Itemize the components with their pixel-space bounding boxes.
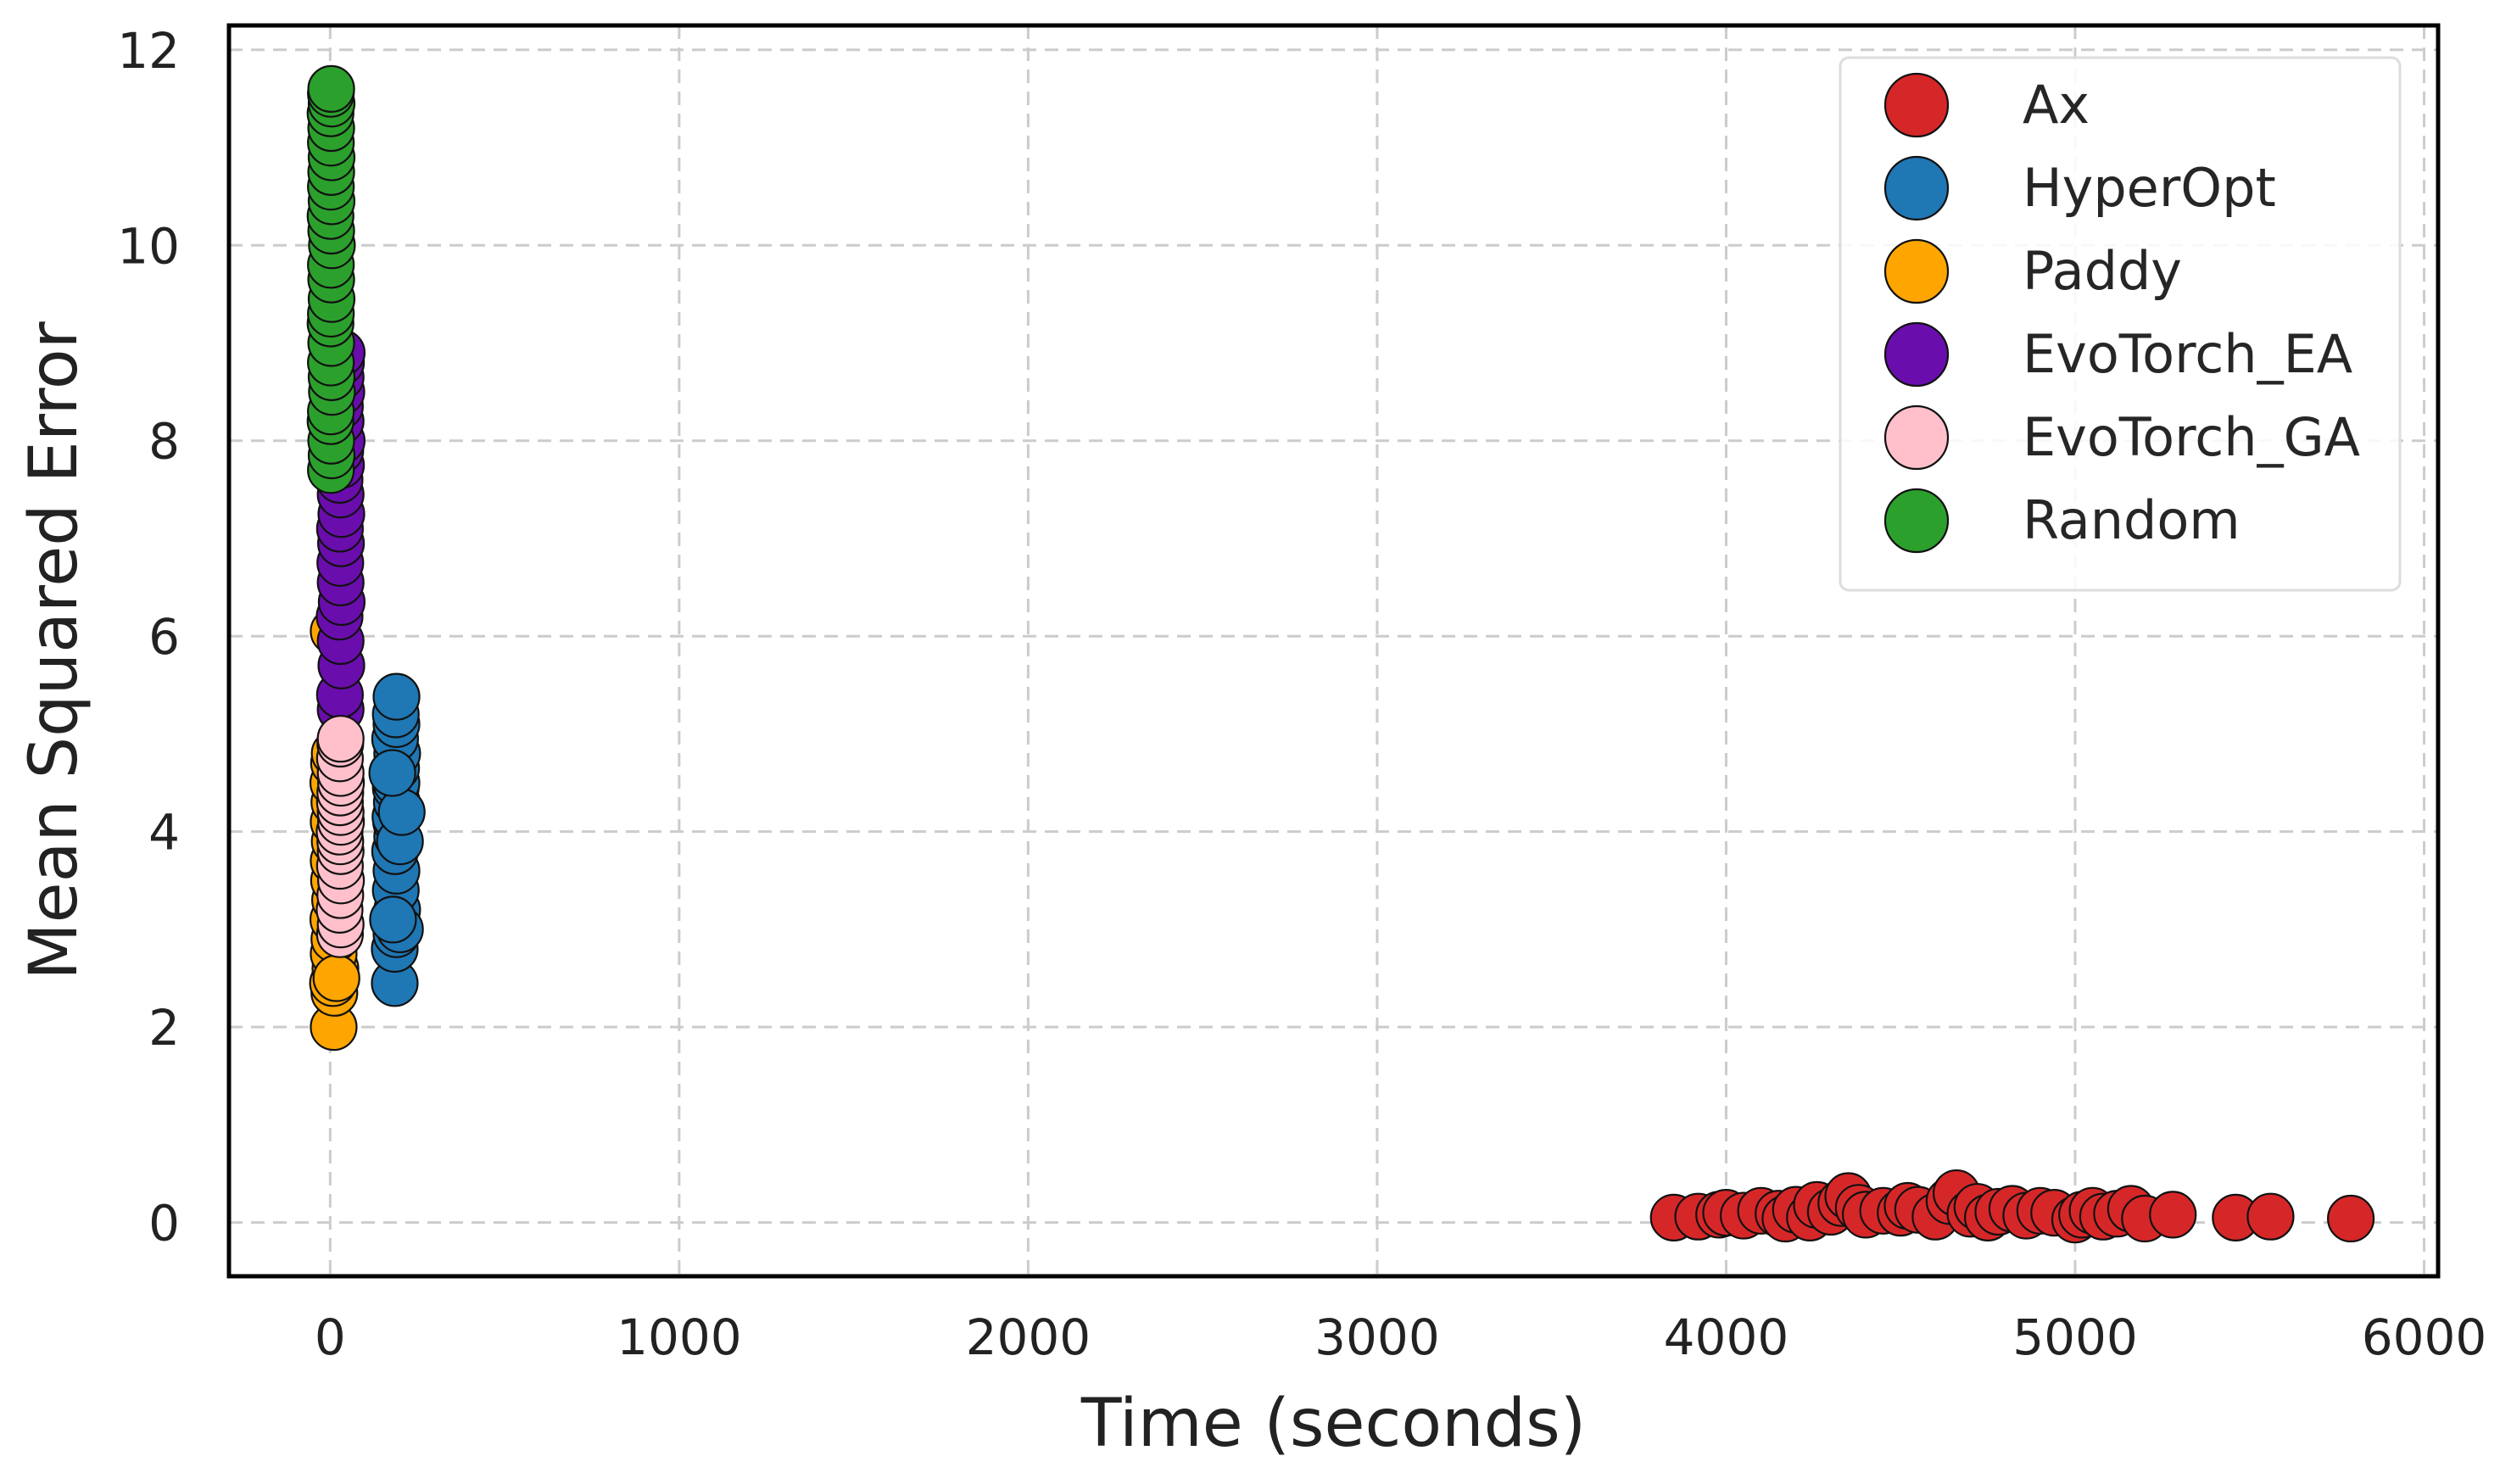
data-point (2149, 1191, 2197, 1239)
data-point (307, 64, 355, 114)
y-axis-label: Mean Squared Error (16, 321, 92, 979)
data-points (306, 64, 2375, 1244)
legend-marker (1883, 488, 1950, 554)
x-tick-label: 6000 (2362, 1308, 2487, 1366)
y-tick-label: 8 (148, 413, 180, 471)
data-point (377, 788, 426, 836)
data-point (369, 895, 417, 944)
legend-label: HyperOpt (2023, 157, 2276, 219)
x-tick-label: 4000 (1664, 1308, 1789, 1366)
x-tick-label: 2000 (966, 1308, 1091, 1366)
series-evotorch-ga (315, 715, 366, 958)
legend-marker (1883, 72, 1950, 138)
x-tick-label: 1000 (617, 1308, 742, 1366)
x-axis-ticks: 0 1000 2000 3000 4000 5000 6000 (315, 1308, 2486, 1366)
legend-label: EvoTorch_GA (2023, 406, 2360, 468)
y-tick-label: 10 (117, 217, 180, 275)
legend-label: Ax (2023, 74, 2090, 136)
legend-marker (1883, 238, 1950, 304)
x-tick-label: 0 (315, 1308, 346, 1366)
y-tick-label: 2 (148, 999, 180, 1057)
x-axis-label: Time (seconds) (1080, 1386, 1586, 1462)
legend-label: EvoTorch_EA (2023, 323, 2352, 385)
legend-marker (1883, 404, 1950, 471)
series-hyperopt (368, 672, 426, 1007)
legend-marker (1883, 321, 1950, 388)
x-tick-label: 5000 (2012, 1308, 2138, 1366)
data-point (372, 672, 421, 721)
y-tick-label: 6 (148, 608, 180, 666)
data-point (2246, 1192, 2295, 1241)
legend-label: Paddy (2023, 240, 2182, 302)
data-point (316, 715, 365, 763)
y-tick-label: 4 (148, 804, 180, 862)
data-point (2327, 1194, 2375, 1243)
series-ax (1649, 1169, 2375, 1244)
data-point (312, 954, 360, 1002)
legend-box (1839, 56, 2402, 592)
y-axis-ticks: 0 2 4 6 8 10 12 (117, 22, 180, 1252)
series-random (306, 64, 356, 494)
plot-frame (226, 23, 2441, 1279)
x-tick-label: 3000 (1314, 1308, 1440, 1366)
y-tick-label: 12 (117, 22, 180, 80)
y-tick-label: 0 (148, 1195, 180, 1252)
legend-label: Random (2023, 489, 2241, 551)
legend-marker (1883, 155, 1950, 221)
legend: Ax HyperOpt Paddy EvoTorch_EA EvoTorch_GA Ran… (1839, 56, 2402, 592)
data-point (368, 749, 416, 797)
